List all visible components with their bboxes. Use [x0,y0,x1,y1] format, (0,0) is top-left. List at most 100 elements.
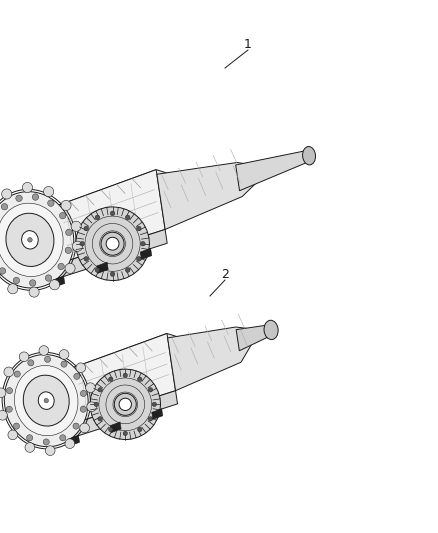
Ellipse shape [109,377,113,382]
Ellipse shape [4,354,88,447]
Polygon shape [60,334,194,375]
Ellipse shape [25,442,35,453]
Ellipse shape [65,263,75,273]
Ellipse shape [76,207,149,280]
Ellipse shape [61,361,67,367]
Polygon shape [110,422,121,433]
Ellipse shape [4,367,14,377]
Ellipse shape [81,390,87,397]
Polygon shape [67,391,177,439]
Ellipse shape [85,383,95,392]
Ellipse shape [141,241,145,246]
Ellipse shape [148,417,152,421]
Ellipse shape [2,189,12,199]
Ellipse shape [13,277,20,284]
Ellipse shape [110,211,115,216]
Ellipse shape [0,410,7,420]
Ellipse shape [74,373,80,379]
Ellipse shape [125,268,130,272]
Ellipse shape [59,350,69,359]
Ellipse shape [0,203,63,277]
Ellipse shape [123,373,127,377]
Ellipse shape [32,194,39,200]
Ellipse shape [71,221,81,231]
Polygon shape [157,163,258,229]
Ellipse shape [45,275,52,281]
Ellipse shape [61,200,71,211]
Ellipse shape [98,417,102,421]
Ellipse shape [101,232,124,255]
Ellipse shape [23,375,69,426]
Ellipse shape [123,431,127,435]
Ellipse shape [80,406,86,413]
Ellipse shape [58,263,64,270]
Ellipse shape [21,231,38,249]
Ellipse shape [45,356,51,362]
Polygon shape [152,409,163,419]
Ellipse shape [264,320,278,340]
Ellipse shape [303,147,315,165]
Ellipse shape [8,284,18,294]
Ellipse shape [109,427,113,432]
Ellipse shape [27,435,33,441]
Ellipse shape [28,238,32,242]
Ellipse shape [29,287,39,297]
Ellipse shape [95,215,100,220]
Ellipse shape [110,272,115,277]
Ellipse shape [80,423,89,433]
Polygon shape [236,325,272,351]
Ellipse shape [60,435,66,441]
Ellipse shape [7,387,13,394]
Text: 2: 2 [221,269,229,281]
Ellipse shape [38,392,54,409]
Ellipse shape [6,406,12,413]
Ellipse shape [94,402,99,407]
Ellipse shape [14,371,20,377]
Ellipse shape [28,360,34,366]
Ellipse shape [90,369,160,440]
Polygon shape [52,229,167,279]
Polygon shape [44,169,165,266]
Text: 1: 1 [244,38,252,52]
Ellipse shape [148,387,152,392]
Ellipse shape [48,200,54,206]
Ellipse shape [1,204,8,210]
Ellipse shape [0,388,6,398]
Ellipse shape [13,423,20,429]
Ellipse shape [65,247,71,254]
Ellipse shape [84,256,88,261]
Ellipse shape [114,393,136,415]
Ellipse shape [0,192,74,288]
Ellipse shape [119,398,131,410]
Ellipse shape [49,280,60,290]
Polygon shape [44,169,185,213]
Ellipse shape [46,446,55,455]
Ellipse shape [72,241,82,251]
Ellipse shape [22,182,32,192]
Ellipse shape [43,439,49,445]
Ellipse shape [138,377,142,382]
Ellipse shape [0,268,6,274]
Polygon shape [68,435,80,446]
Ellipse shape [8,430,18,440]
Ellipse shape [14,366,78,436]
Ellipse shape [106,237,119,250]
Ellipse shape [6,213,54,266]
Ellipse shape [29,280,36,286]
Ellipse shape [39,346,49,356]
Ellipse shape [16,195,22,201]
Polygon shape [53,276,65,287]
Ellipse shape [137,226,141,231]
Ellipse shape [152,402,156,407]
Polygon shape [168,327,251,391]
Ellipse shape [44,399,49,403]
Ellipse shape [98,387,102,392]
Polygon shape [60,334,176,425]
Ellipse shape [80,241,85,246]
Ellipse shape [76,363,85,373]
Ellipse shape [60,213,66,219]
Ellipse shape [137,256,141,261]
Ellipse shape [95,268,100,272]
Ellipse shape [73,423,79,429]
Ellipse shape [19,352,29,361]
